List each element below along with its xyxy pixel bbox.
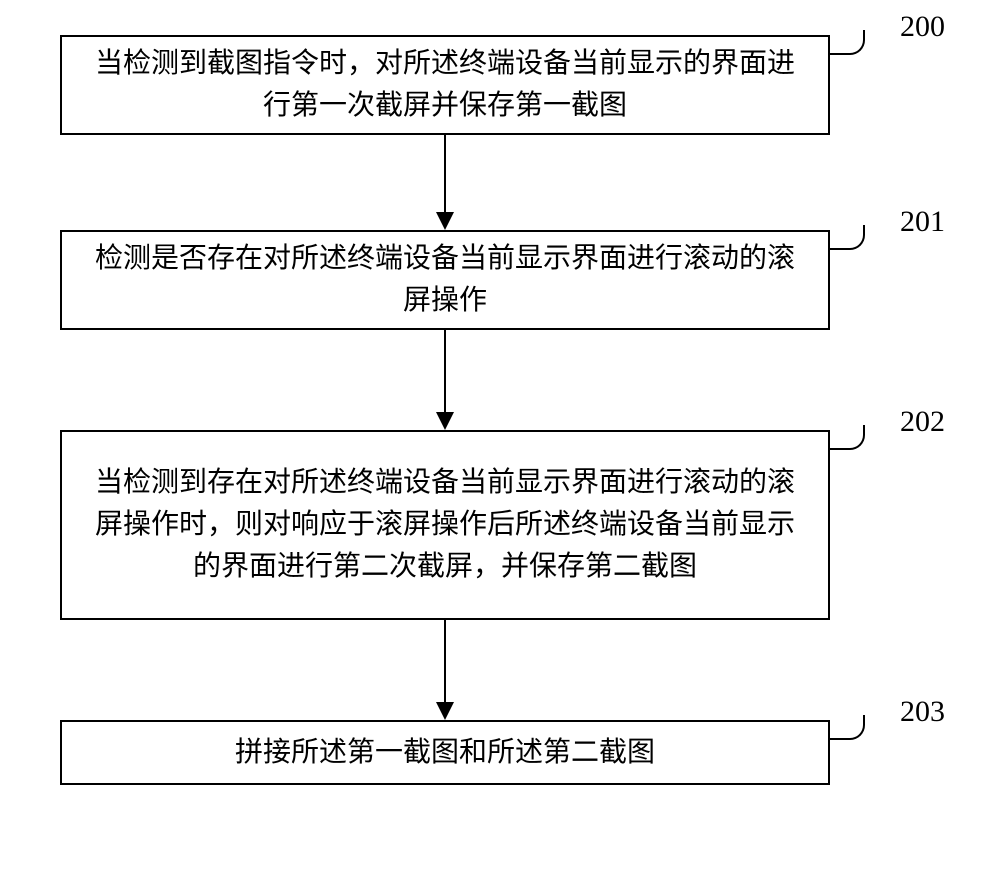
flow-step-203-text: 拼接所述第一截图和所述第二截图 <box>235 732 655 774</box>
flow-step-200: 当检测到截图指令时，对所述终端设备当前显示的界面进行第一次截屏并保存第一截图 <box>60 35 830 135</box>
flow-step-202: 当检测到存在对所述终端设备当前显示界面进行滚动的滚屏操作时，则对响应于滚屏操作后… <box>60 430 830 620</box>
arrow-head-1 <box>436 212 454 230</box>
arrow-head-2 <box>436 412 454 430</box>
label-connector-203 <box>830 715 865 740</box>
flow-step-201-text: 检测是否存在对所述终端设备当前显示界面进行滚动的滚屏操作 <box>82 238 808 322</box>
label-connector-200 <box>830 30 865 55</box>
flow-label-201: 201 <box>900 205 945 239</box>
flow-label-200: 200 <box>900 10 945 44</box>
arrow-line-3 <box>444 620 446 702</box>
arrow-head-3 <box>436 702 454 720</box>
flow-step-203: 拼接所述第一截图和所述第二截图 <box>60 720 830 785</box>
flow-label-203: 203 <box>900 695 945 729</box>
label-connector-201 <box>830 225 865 250</box>
arrow-line-1 <box>444 135 446 212</box>
flow-step-200-text: 当检测到截图指令时，对所述终端设备当前显示的界面进行第一次截屏并保存第一截图 <box>82 43 808 127</box>
flow-label-202: 202 <box>900 405 945 439</box>
flow-step-201: 检测是否存在对所述终端设备当前显示界面进行滚动的滚屏操作 <box>60 230 830 330</box>
label-connector-202 <box>830 425 865 450</box>
arrow-line-2 <box>444 330 446 412</box>
flow-step-202-text: 当检测到存在对所述终端设备当前显示界面进行滚动的滚屏操作时，则对响应于滚屏操作后… <box>82 462 808 588</box>
